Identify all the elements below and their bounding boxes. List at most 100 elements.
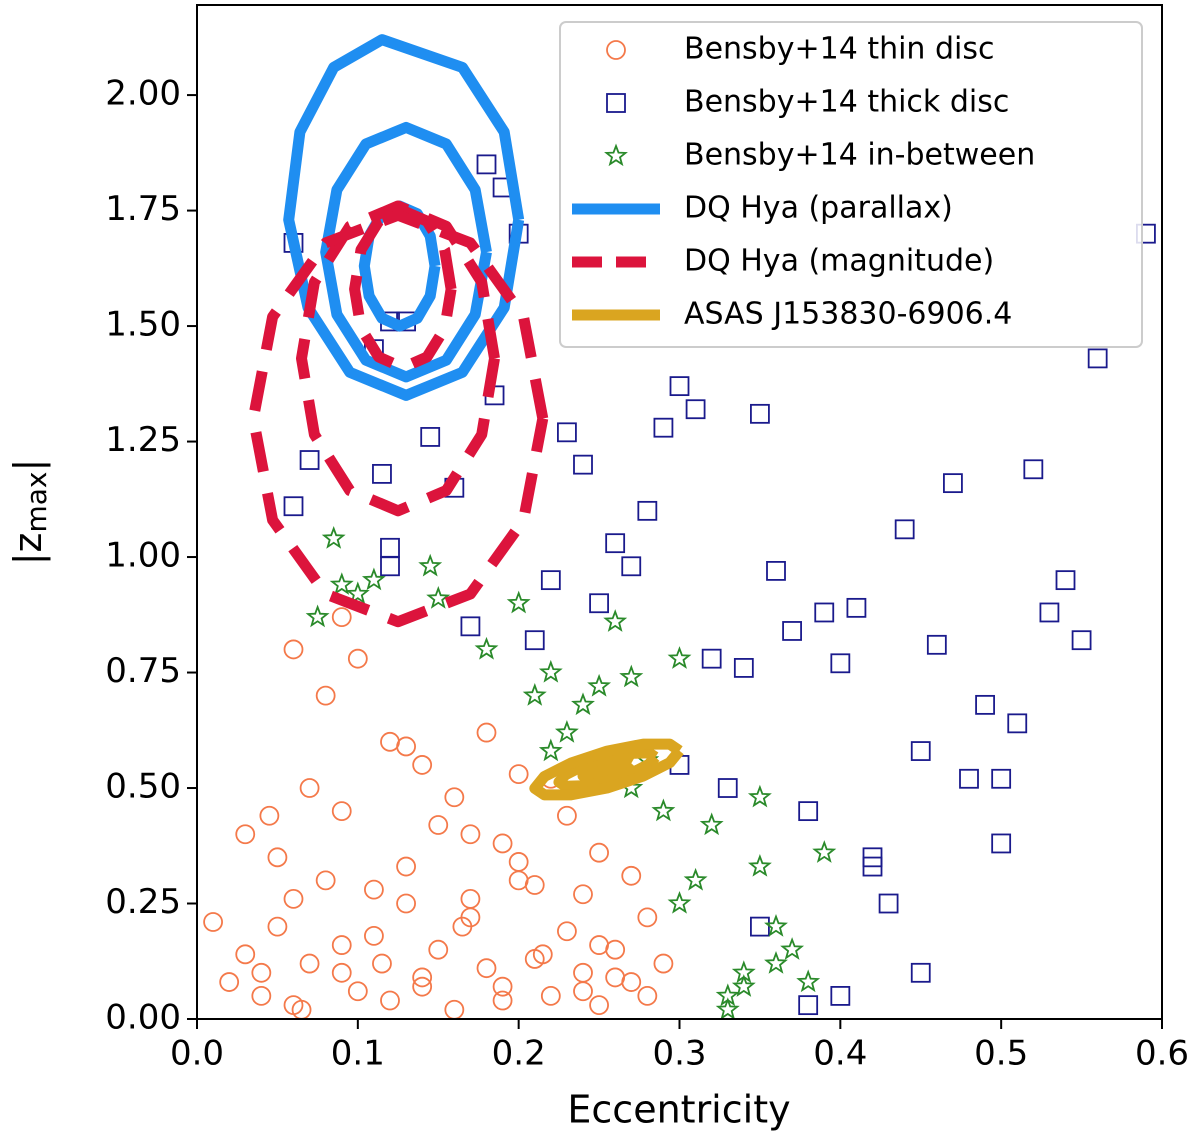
point bbox=[538, 738, 563, 762]
y-tick-label: 0.75 bbox=[105, 651, 181, 691]
point bbox=[717, 778, 738, 798]
point bbox=[943, 473, 963, 494]
contour-line bbox=[320, 121, 492, 383]
point bbox=[830, 653, 851, 674]
point bbox=[396, 736, 416, 757]
x-tick-label: 0.4 bbox=[813, 1034, 867, 1074]
x-tick-label: 0.5 bbox=[974, 1034, 1028, 1074]
point bbox=[653, 953, 674, 974]
point bbox=[412, 976, 433, 997]
point bbox=[669, 376, 690, 397]
contour-line bbox=[283, 34, 525, 401]
point bbox=[508, 852, 529, 872]
point bbox=[846, 597, 867, 618]
legend-label: Bensby+14 thin disc bbox=[684, 32, 995, 67]
point bbox=[492, 833, 513, 854]
point bbox=[766, 560, 786, 581]
point bbox=[299, 778, 320, 798]
point bbox=[621, 556, 642, 577]
point bbox=[364, 925, 384, 946]
legend-label: ASAS J153830-6906.4 bbox=[684, 297, 1012, 332]
point bbox=[557, 422, 577, 443]
point bbox=[251, 962, 272, 983]
point bbox=[1007, 713, 1028, 734]
legend-swatch bbox=[604, 143, 628, 167]
point bbox=[283, 496, 304, 517]
point bbox=[621, 972, 642, 992]
point bbox=[619, 664, 644, 688]
point bbox=[524, 630, 545, 651]
contour-line bbox=[577, 755, 636, 784]
point bbox=[573, 981, 593, 1002]
point bbox=[910, 962, 931, 983]
point bbox=[428, 815, 449, 835]
point bbox=[701, 648, 722, 669]
point bbox=[750, 916, 770, 937]
point bbox=[540, 570, 561, 591]
point bbox=[637, 500, 658, 521]
point bbox=[1055, 570, 1076, 591]
point bbox=[203, 912, 223, 932]
point bbox=[780, 937, 805, 960]
point bbox=[508, 764, 529, 785]
y-tick-label: 0.00 bbox=[105, 998, 181, 1038]
point bbox=[894, 519, 915, 540]
point bbox=[476, 154, 497, 175]
x-tick-label: 0.1 bbox=[331, 1034, 385, 1074]
point bbox=[331, 935, 352, 955]
point bbox=[1023, 459, 1044, 480]
point bbox=[331, 962, 352, 983]
point bbox=[283, 639, 304, 660]
x-tick-label: 0.0 bbox=[170, 1034, 224, 1074]
y-tick-label: 0.50 bbox=[105, 767, 181, 807]
point bbox=[506, 590, 531, 614]
point bbox=[573, 884, 593, 905]
point bbox=[764, 951, 788, 974]
point bbox=[412, 755, 433, 775]
point bbox=[345, 581, 370, 605]
point bbox=[878, 893, 899, 914]
point bbox=[571, 692, 595, 716]
point bbox=[589, 842, 609, 863]
point bbox=[251, 986, 272, 1006]
point bbox=[589, 935, 609, 955]
point bbox=[380, 556, 400, 577]
point bbox=[557, 805, 577, 826]
point bbox=[554, 720, 579, 743]
point bbox=[412, 967, 433, 988]
point bbox=[651, 798, 676, 822]
legend-swatch bbox=[606, 93, 626, 113]
x-tick-label: 0.6 bbox=[1135, 1034, 1189, 1074]
point bbox=[444, 787, 465, 808]
legend-label: DQ Hya (parallax) bbox=[684, 191, 953, 226]
point bbox=[605, 939, 626, 960]
point bbox=[460, 888, 481, 909]
point bbox=[524, 875, 545, 895]
point bbox=[508, 870, 529, 891]
point bbox=[750, 403, 770, 424]
point bbox=[474, 636, 499, 660]
point bbox=[667, 890, 692, 914]
point bbox=[796, 969, 821, 993]
point bbox=[476, 722, 497, 743]
point bbox=[364, 879, 384, 900]
point bbox=[380, 990, 400, 1011]
point bbox=[347, 981, 368, 1002]
point bbox=[683, 867, 708, 891]
y-tick-label: 1.00 bbox=[105, 536, 181, 576]
point bbox=[299, 450, 320, 470]
y-tick-label: 0.25 bbox=[105, 882, 181, 922]
y-tick-label: 1.25 bbox=[105, 420, 181, 460]
point bbox=[361, 567, 386, 591]
point bbox=[814, 602, 835, 623]
point bbox=[418, 553, 443, 577]
point bbox=[715, 997, 740, 1019]
point bbox=[798, 995, 819, 1016]
point bbox=[321, 526, 346, 549]
point bbox=[315, 685, 336, 706]
point bbox=[283, 888, 304, 909]
y-label-part: |z bbox=[6, 533, 51, 566]
point bbox=[733, 658, 754, 678]
y-tick-label: 1.75 bbox=[105, 189, 181, 229]
point bbox=[653, 417, 674, 438]
